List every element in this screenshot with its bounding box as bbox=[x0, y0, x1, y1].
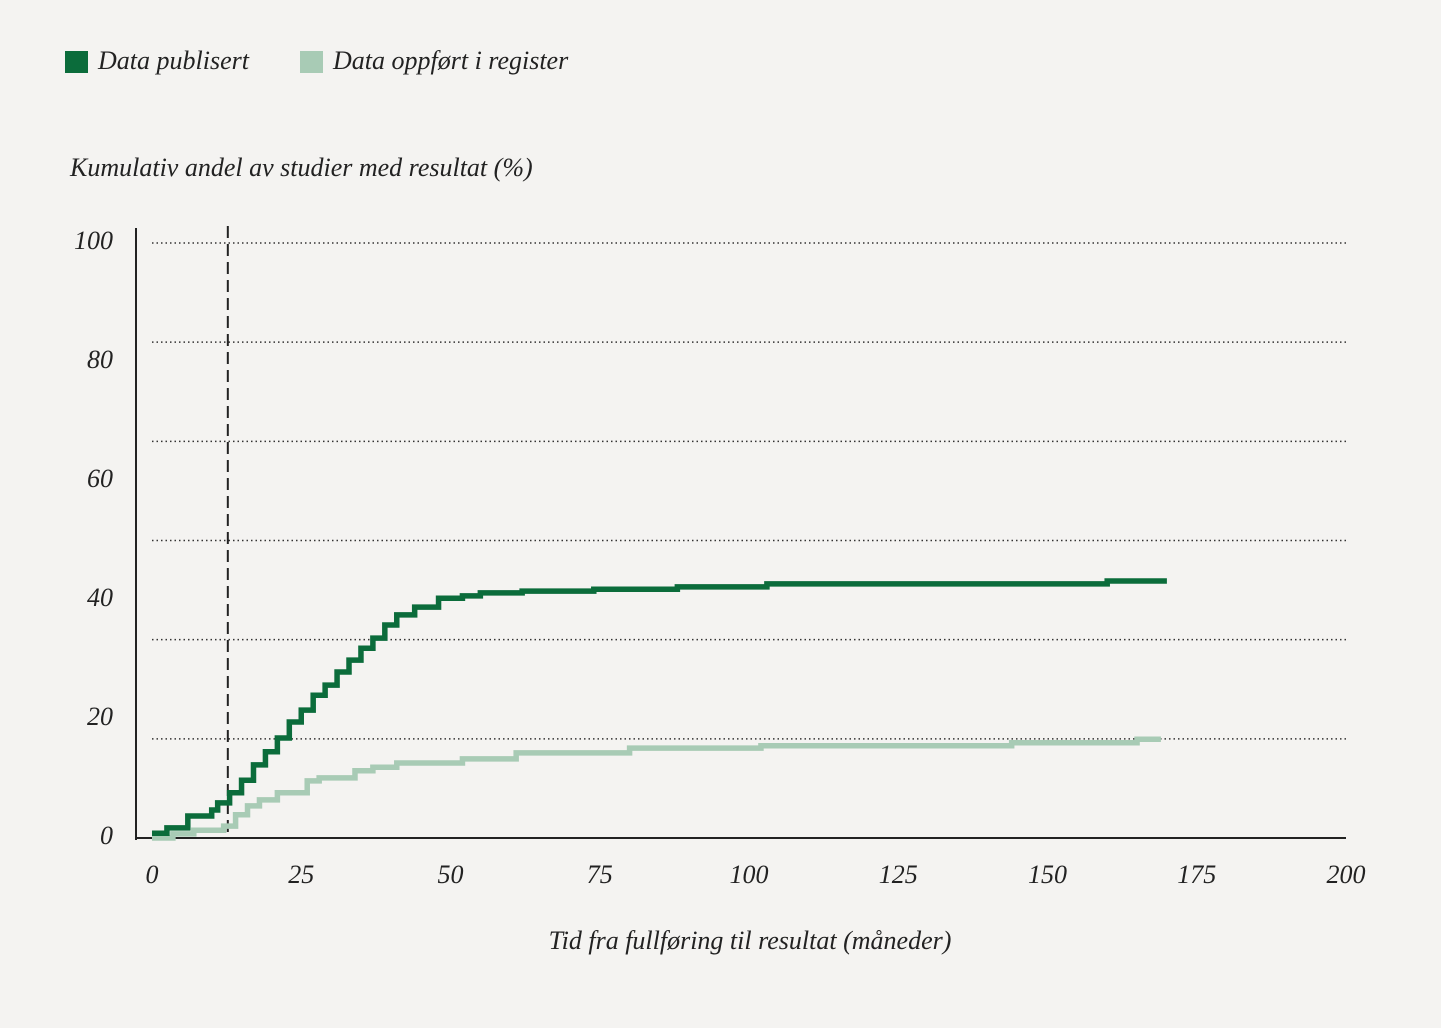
x-tick-label: 50 bbox=[438, 860, 464, 889]
y-tick-label: 60 bbox=[87, 464, 113, 493]
legend-swatch bbox=[300, 51, 323, 73]
x-tick-label: 100 bbox=[730, 860, 769, 889]
x-tick-label: 150 bbox=[1028, 860, 1067, 889]
y-tick-label: 0 bbox=[100, 821, 113, 850]
x-tick-label: 75 bbox=[587, 860, 613, 889]
legend-label: Data oppført i register bbox=[332, 46, 569, 75]
legend-swatch bbox=[65, 51, 88, 73]
x-tick-label: 200 bbox=[1327, 860, 1366, 889]
y-axis-label: Kumulativ andel av studier med resultat … bbox=[69, 153, 533, 182]
y-tick-label: 80 bbox=[87, 345, 113, 374]
x-tick-label: 25 bbox=[288, 860, 314, 889]
x-tick-label: 0 bbox=[146, 860, 159, 889]
step-line bbox=[152, 736, 1161, 841]
x-axis-label: Tid fra fullføring til resultat (måneder… bbox=[549, 926, 952, 955]
step-line bbox=[152, 578, 1167, 836]
x-tick-label: 175 bbox=[1177, 860, 1216, 889]
legend-label: Data publisert bbox=[97, 46, 250, 75]
y-tick-label: 20 bbox=[87, 702, 113, 731]
x-tick-label: 125 bbox=[879, 860, 918, 889]
y-tick-label: 100 bbox=[74, 226, 113, 255]
y-tick-label: 40 bbox=[87, 583, 113, 612]
